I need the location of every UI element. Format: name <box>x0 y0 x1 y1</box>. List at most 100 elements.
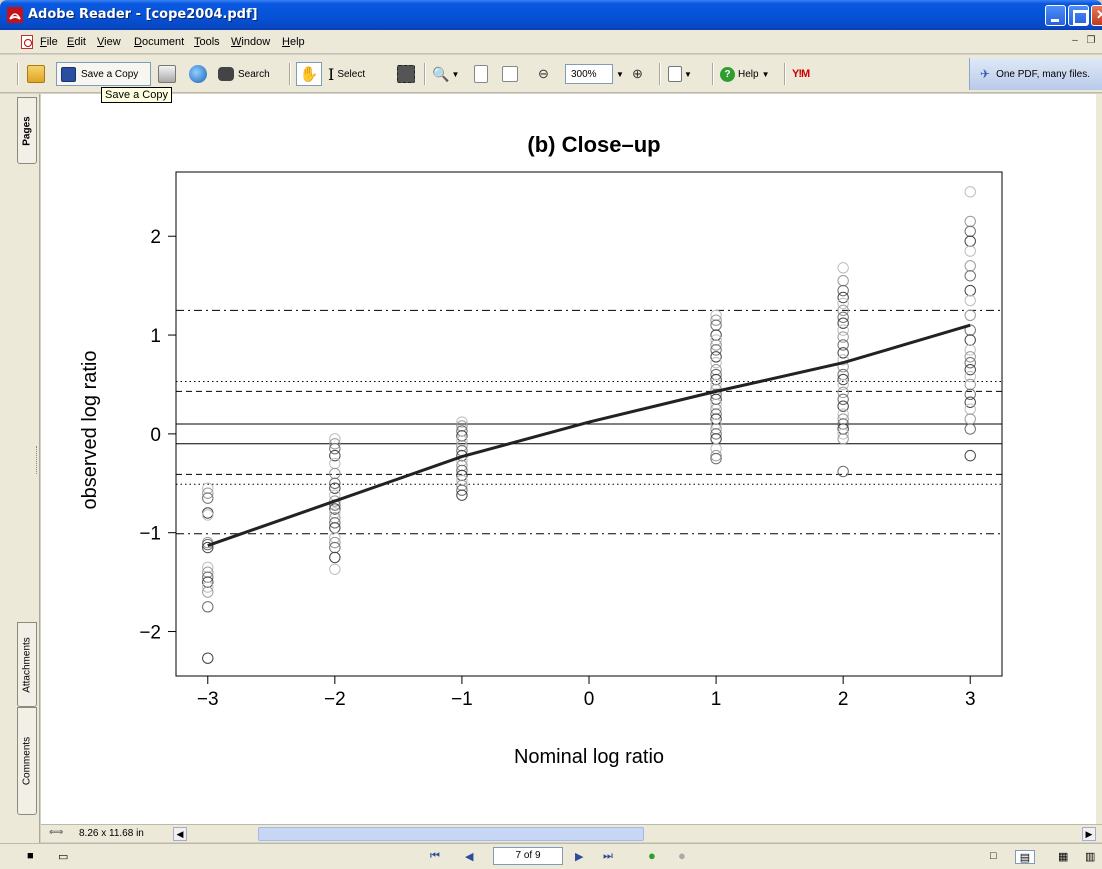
facing-view-icon[interactable]: ▦ <box>1058 851 1069 863</box>
email-button[interactable] <box>189 62 207 86</box>
tab-comments-label: Comments <box>21 736 33 786</box>
continuous-facing-view-icon[interactable]: ▥ <box>1085 851 1096 863</box>
data-point <box>710 329 722 341</box>
document-icon[interactable] <box>21 35 33 49</box>
page-layout-icon <box>668 66 682 82</box>
horizontal-scroll-thumb[interactable] <box>258 827 644 841</box>
toolbar-separator <box>17 63 19 85</box>
yahoo-logo-icon: Y!M <box>792 68 810 80</box>
magnifier-zoom-out-icon: 🔍 <box>432 65 450 82</box>
toolbar-separator <box>659 63 661 85</box>
menu-view[interactable]: View <box>97 36 121 48</box>
data-point <box>837 339 849 351</box>
data-point <box>710 452 722 465</box>
menu-file[interactable]: File <box>40 36 58 48</box>
data-point <box>964 351 976 363</box>
help-label: Help <box>738 68 759 80</box>
data-point <box>329 541 341 554</box>
navigation-panel: Pages Attachments Comments <box>0 94 40 846</box>
scroll-left-button[interactable]: ◀ <box>173 827 187 841</box>
yahoo-toolbar-button[interactable]: Y!M <box>792 62 810 86</box>
open-button[interactable] <box>27 62 45 86</box>
next-page-button[interactable]: ▶ <box>575 851 584 863</box>
data-point <box>964 294 976 307</box>
data-point <box>837 408 849 420</box>
data-point <box>837 465 849 478</box>
fit-page-button[interactable] <box>474 62 488 86</box>
data-point <box>964 324 976 336</box>
snapshot-tool-button[interactable] <box>397 62 415 86</box>
promo-label: One PDF, many files. <box>996 68 1090 80</box>
first-page-button[interactable]: ⏮ <box>430 850 440 862</box>
select-tool-button[interactable]: I Select <box>328 62 365 86</box>
zoom-dropdown-button[interactable]: ▼ <box>616 62 624 86</box>
vertical-scrollbar[interactable] <box>1096 94 1102 824</box>
fit-line <box>207 323 971 547</box>
doc-restore-icon[interactable]: ❐ <box>1086 35 1096 46</box>
last-page-button[interactable]: ⏭ <box>603 850 613 862</box>
zoom-tool-button[interactable]: 🔍 ▼ <box>432 62 459 86</box>
fit-line-group <box>207 323 971 547</box>
page-view-icon[interactable]: ▭ <box>58 851 69 863</box>
tab-attachments[interactable]: Attachments <box>17 622 37 707</box>
menu-edit[interactable]: Edit <box>67 36 86 48</box>
data-point <box>964 423 976 435</box>
data-point <box>710 368 722 381</box>
data-point <box>837 311 849 323</box>
fit-width-button[interactable] <box>502 62 518 86</box>
data-point <box>964 309 976 321</box>
maximize-button[interactable] <box>1068 5 1089 26</box>
y-tick-label: −1 <box>139 524 161 545</box>
zoom-in-icon: ⊕ <box>632 66 643 81</box>
minimize-button[interactable] <box>1045 5 1066 26</box>
panel-resize-handle[interactable] <box>36 446 40 474</box>
data-point <box>837 433 849 445</box>
search-button[interactable]: Search <box>218 62 270 86</box>
data-point <box>329 449 341 462</box>
previous-page-button[interactable]: ◀ <box>465 851 474 863</box>
tab-pages[interactable]: Pages <box>17 97 37 164</box>
continuous-view-icon[interactable]: ▤ <box>1015 850 1035 864</box>
tab-comments[interactable]: Comments <box>17 707 37 815</box>
full-screen-icon[interactable]: ■ <box>27 850 34 862</box>
data-point <box>837 297 849 310</box>
zoom-level-input[interactable]: 300% <box>565 64 613 84</box>
doc-minimize-icon[interactable]: – <box>1072 35 1078 46</box>
data-point <box>710 339 722 351</box>
data-point <box>964 363 976 376</box>
data-point <box>202 482 214 494</box>
split-handle-icon[interactable]: ⟺ <box>49 827 64 838</box>
page-layout-button[interactable]: ▼ <box>668 62 692 86</box>
data-point <box>202 576 214 588</box>
promo-banner[interactable]: ✈ One PDF, many files. <box>969 58 1102 90</box>
single-page-view-icon[interactable]: □ <box>990 850 997 862</box>
zoom-out-button[interactable]: ⊖ <box>538 62 549 86</box>
close-button[interactable] <box>1091 5 1102 26</box>
menu-document[interactable]: Document <box>134 36 185 48</box>
menu-help[interactable]: Help <box>282 36 305 48</box>
data-point <box>710 388 722 401</box>
zoom-in-button[interactable]: ⊕ <box>632 62 643 86</box>
save-a-copy-button[interactable]: Save a Copy <box>56 62 151 86</box>
hand-tool-button[interactable]: ✋ <box>296 62 322 86</box>
go-back-icon[interactable]: ● <box>648 848 656 863</box>
help-button[interactable]: ? Help ▼ <box>720 62 770 86</box>
page-number-input[interactable]: 7 of 9 <box>493 847 563 865</box>
data-point <box>837 428 849 440</box>
data-point <box>710 428 722 440</box>
data-point <box>329 438 341 450</box>
data-point <box>456 459 468 472</box>
data-point <box>710 363 722 376</box>
go-forward-icon[interactable]: ● <box>678 848 686 863</box>
data-point <box>329 443 341 455</box>
document-view[interactable]: (b) Close–up −3 −2 −1 0 1 2 3 −2 −1 0 1 2 Nominal … <box>41 94 1102 824</box>
data-point <box>202 541 214 554</box>
x-tick-label: 1 <box>711 689 722 710</box>
data-point <box>837 347 849 359</box>
horizontal-scroll-bar: ⟺ 8.26 x 11.68 in ◀ ▶ <box>41 824 1102 842</box>
print-button[interactable] <box>158 62 176 86</box>
menu-tools[interactable]: Tools <box>194 36 220 48</box>
data-point <box>837 386 849 399</box>
scroll-right-button[interactable]: ▶ <box>1082 827 1096 841</box>
menu-window[interactable]: Window <box>231 36 271 48</box>
